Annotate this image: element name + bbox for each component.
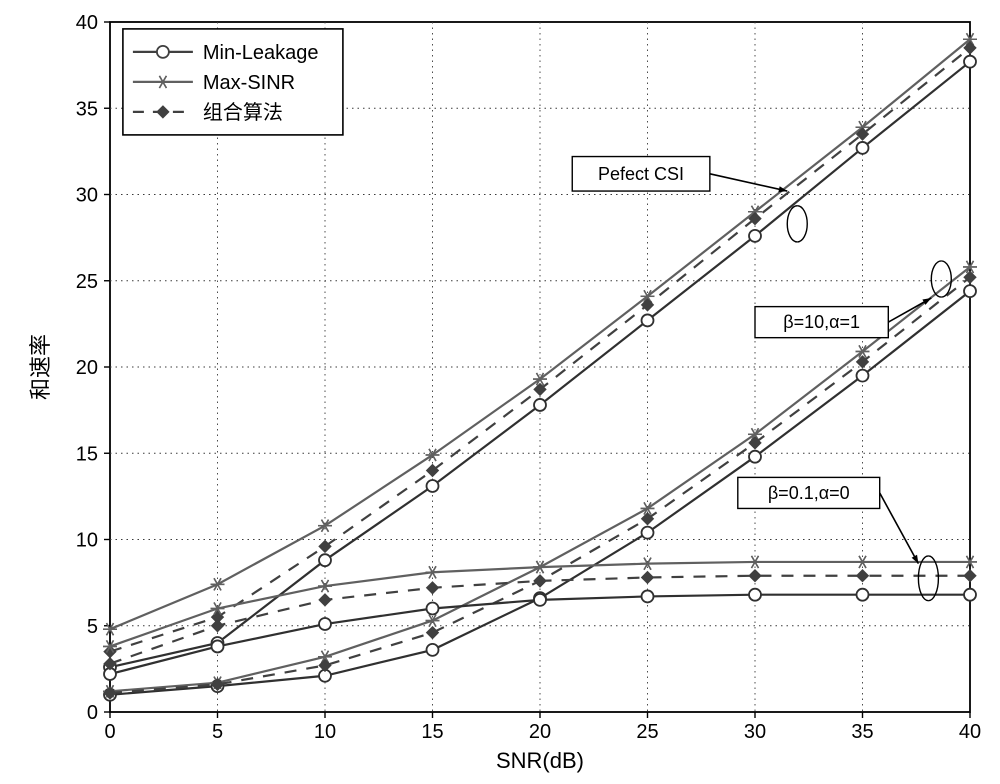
x-tick-label: 30 bbox=[744, 721, 766, 743]
marker-circle bbox=[964, 285, 976, 297]
marker-circle bbox=[534, 399, 546, 411]
y-tick-label: 25 bbox=[76, 271, 98, 293]
chart-svg: 0 5 10 15 20 25 30 35 40 0 5 10 15 20 25 30 35 40 SNR(dB) 和… bbox=[0, 0, 1000, 784]
marker-circle bbox=[857, 142, 869, 154]
legend-label: Max-SINR bbox=[203, 72, 295, 94]
marker-circle bbox=[749, 589, 761, 601]
annotation-label: β=0.1,α=0 bbox=[768, 483, 850, 503]
x-tick-label: 15 bbox=[421, 721, 443, 743]
y-axis-label: 和速率 bbox=[28, 334, 53, 400]
marker-circle bbox=[857, 589, 869, 601]
marker-circle bbox=[964, 589, 976, 601]
x-tick-label: 25 bbox=[636, 721, 658, 743]
marker-circle bbox=[212, 640, 224, 652]
marker-circle bbox=[642, 590, 654, 602]
marker-circle bbox=[319, 554, 331, 566]
x-tick-label: 35 bbox=[851, 721, 873, 743]
marker-circle bbox=[427, 480, 439, 492]
x-tick-label: 40 bbox=[959, 721, 981, 743]
y-tick-label: 0 bbox=[87, 702, 98, 724]
chart-container: { "chart": { "type": "line", "width": 10… bbox=[0, 0, 1000, 784]
annotation-label: Pefect CSI bbox=[598, 164, 684, 184]
y-tick-label: 10 bbox=[76, 530, 98, 552]
y-tick-label: 35 bbox=[76, 98, 98, 120]
marker-circle bbox=[642, 314, 654, 326]
marker-circle bbox=[964, 56, 976, 68]
marker-circle bbox=[427, 644, 439, 656]
x-axis-label: SNR(dB) bbox=[496, 748, 584, 773]
y-tick-label: 5 bbox=[87, 616, 98, 638]
marker-circle bbox=[427, 603, 439, 615]
x-tick-label: 20 bbox=[529, 721, 551, 743]
marker-circle bbox=[157, 46, 169, 58]
marker-circle bbox=[642, 527, 654, 539]
y-tick-label: 40 bbox=[76, 12, 98, 34]
y-tick-label: 20 bbox=[76, 357, 98, 379]
legend-label: 组合算法 bbox=[203, 101, 283, 124]
y-tick-label: 30 bbox=[76, 185, 98, 207]
marker-circle bbox=[534, 594, 546, 606]
x-tick-label: 0 bbox=[104, 721, 115, 743]
marker-circle bbox=[319, 618, 331, 630]
marker-circle bbox=[749, 451, 761, 463]
x-tick-label: 10 bbox=[314, 721, 336, 743]
legend-label: Min-Leakage bbox=[203, 42, 319, 64]
marker-circle bbox=[749, 230, 761, 242]
marker-circle bbox=[857, 370, 869, 382]
y-tick-label: 15 bbox=[76, 443, 98, 465]
legend: Min-Leakage Max-SINR 组合算法 bbox=[123, 29, 343, 135]
x-tick-label: 5 bbox=[212, 721, 223, 743]
annotation-label: β=10,α=1 bbox=[783, 312, 860, 332]
